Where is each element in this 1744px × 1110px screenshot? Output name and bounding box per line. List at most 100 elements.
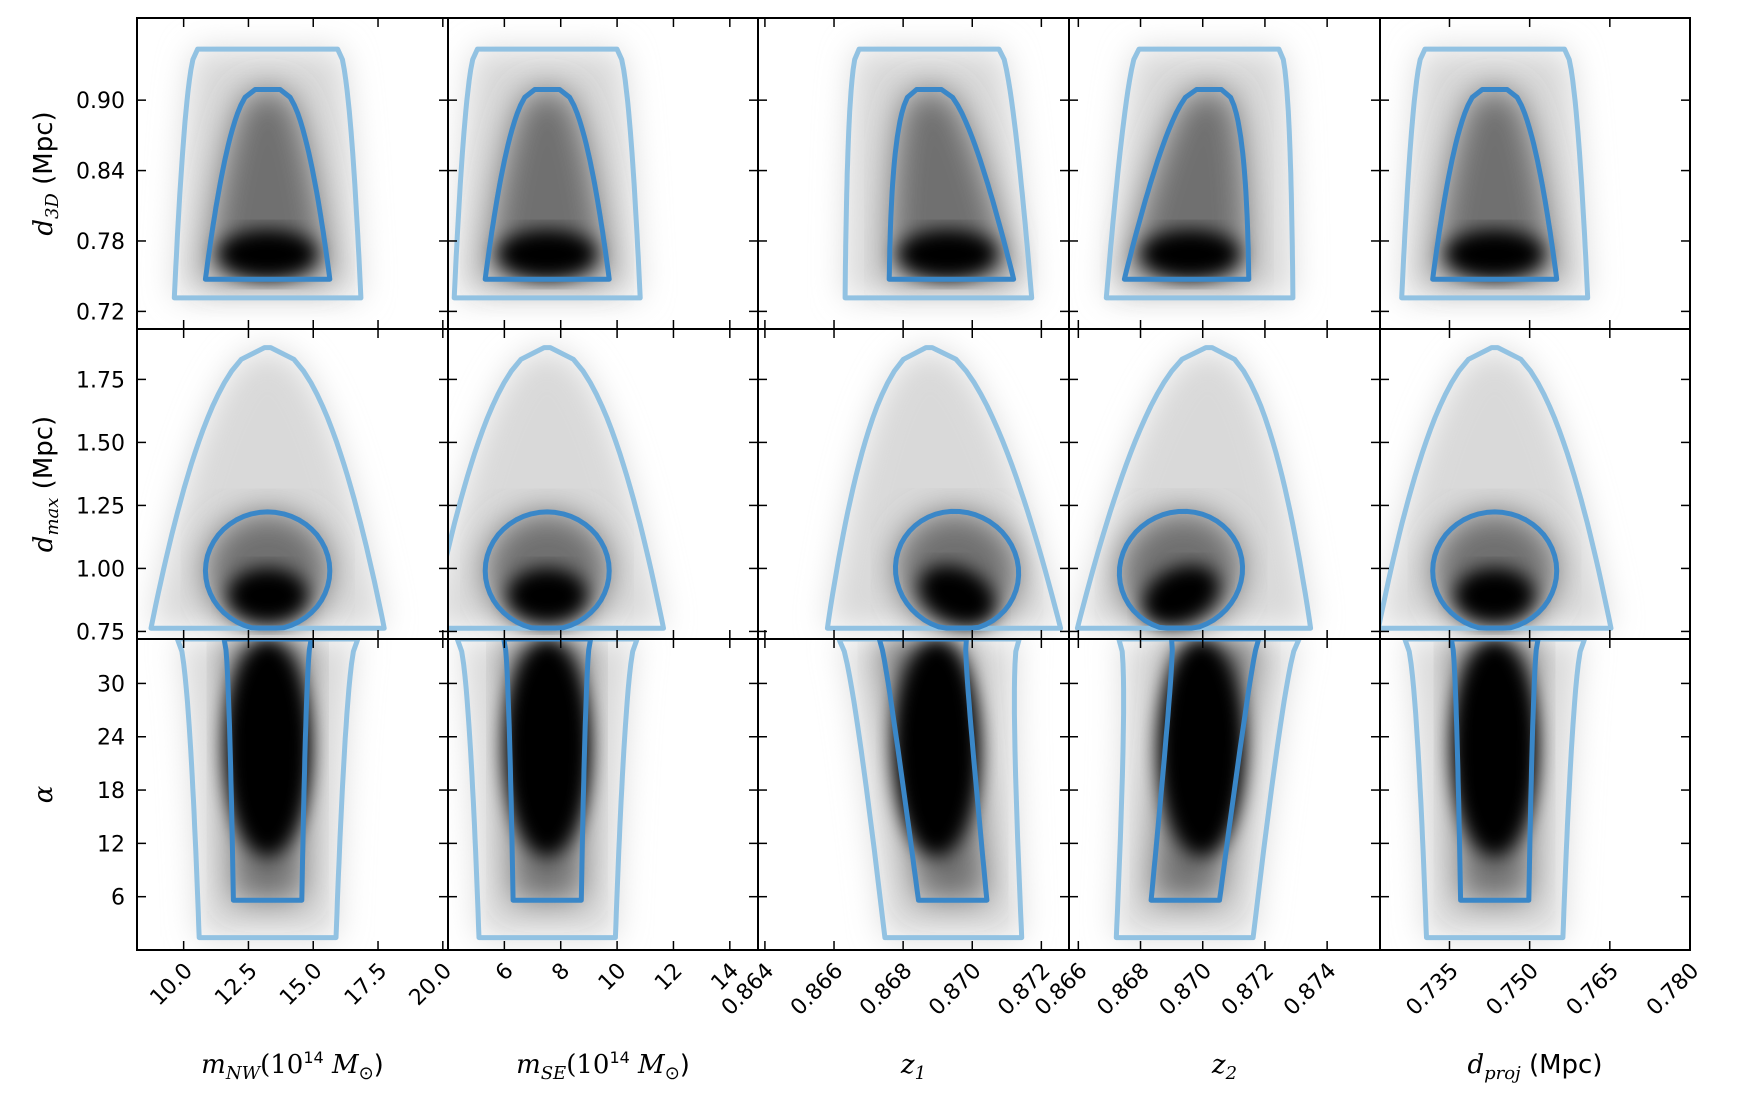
- x-tick-label: 0.870: [1155, 959, 1217, 1021]
- density-core: [227, 567, 309, 624]
- contour-68: [1121, 87, 1252, 282]
- contour-95: [824, 345, 1064, 631]
- density-core: [1142, 565, 1220, 627]
- density-body: [205, 89, 330, 280]
- panel-frame: [1379, 638, 1691, 951]
- y-axis-label-dmax: dmax (Mpc): [29, 416, 63, 552]
- density-body: [889, 89, 1014, 280]
- y-tick-label: 0.78: [76, 230, 125, 255]
- density-body: [485, 89, 610, 280]
- density-body: [1124, 89, 1249, 280]
- panel-d3d-vs-mse: [447, 17, 759, 330]
- contour-68: [1448, 639, 1541, 903]
- contour-68: [221, 639, 314, 903]
- x-tick-label: 0.872: [1217, 959, 1279, 1021]
- density-core: [217, 229, 318, 280]
- y-axis-label-alpha: α: [29, 785, 59, 803]
- contour-68: [202, 509, 333, 631]
- contour-95: [1103, 46, 1296, 301]
- x-axis-label-dproj: dproj (Mpc): [1468, 1050, 1603, 1084]
- panel-alpha-vs-dproj: [1379, 638, 1691, 951]
- panel-alpha-vs-mse: [447, 638, 759, 951]
- x-tick-label: 0.874: [1279, 959, 1341, 1021]
- x-tick-label: 8: [547, 959, 575, 987]
- y-tick-label: 18: [97, 779, 125, 804]
- x-tick-label: 0.765: [1562, 959, 1624, 1021]
- x-tick-label: 0.735: [1402, 959, 1464, 1021]
- x-tick-label: 0.870: [924, 959, 986, 1021]
- density-core: [1140, 229, 1240, 280]
- contour-95: [448, 345, 666, 631]
- contour-68: [1116, 508, 1245, 631]
- y-tick-label: 6: [111, 886, 125, 911]
- y-tick-label: 1.75: [76, 368, 125, 393]
- x-tick-label: 0.750: [1482, 959, 1544, 1021]
- y-tick-label: 0.84: [76, 160, 125, 185]
- contour-95: [1399, 46, 1591, 301]
- density-core: [893, 639, 981, 857]
- density-core: [1451, 639, 1539, 857]
- panel-dmax-vs-dproj: [1379, 328, 1691, 640]
- contour-68: [1430, 87, 1560, 282]
- panel-alpha-vs-z1: [757, 638, 1070, 951]
- x-tick-label: 0.780: [1642, 959, 1704, 1021]
- density-core: [224, 639, 312, 857]
- x-tick-label: 6: [491, 959, 519, 987]
- density-core: [503, 639, 591, 857]
- panel-dmax-vs-z2: [1068, 328, 1381, 640]
- contour-95: [148, 345, 387, 631]
- x-axis-label-mnw: mNW(1014 M⊙): [201, 1048, 384, 1084]
- density-core: [898, 229, 998, 280]
- y-tick-label: 30: [97, 672, 125, 697]
- density-core: [1157, 639, 1245, 857]
- contour-68: [876, 639, 990, 903]
- y-tick-label: 1.00: [76, 557, 125, 582]
- panel-dmax-vs-mnw: [136, 328, 449, 640]
- density-core: [497, 229, 597, 280]
- density-core: [1454, 567, 1535, 624]
- x-axis-label-mse: mSE(1014 M⊙): [516, 1048, 690, 1084]
- contour-68: [886, 87, 1017, 282]
- x-axis-label-z1: z1: [900, 1050, 926, 1084]
- contour-95: [451, 46, 643, 301]
- panel-alpha-vs-mnw: [136, 638, 449, 951]
- y-axis-label-d3d: d3D (Mpc): [29, 111, 63, 235]
- density-core: [506, 567, 588, 624]
- contour-95: [174, 639, 361, 941]
- x-tick-label: 15.0: [275, 959, 327, 1011]
- density-core: [918, 565, 996, 627]
- contour-68: [501, 639, 594, 903]
- density-body: [1432, 89, 1557, 280]
- y-tick-label: 1.25: [76, 494, 125, 519]
- panel-dmax-vs-z1: [757, 328, 1070, 640]
- x-tick-label: 10: [594, 959, 631, 996]
- y-tick-label: 1.50: [76, 431, 125, 456]
- x-tick-label: 0.866: [786, 959, 848, 1021]
- contour-68: [893, 508, 1022, 631]
- contour-95: [454, 639, 640, 941]
- contour-68: [202, 87, 333, 282]
- y-tick-label: 24: [97, 726, 125, 751]
- density-core: [1445, 229, 1545, 280]
- panel-alpha-vs-z2: [1068, 638, 1381, 951]
- panel-dmax-vs-mse: [447, 328, 759, 640]
- contour-68: [1148, 639, 1262, 903]
- contour-95: [836, 639, 1025, 941]
- contour-95: [1380, 345, 1614, 631]
- contour-95: [842, 46, 1035, 301]
- panel-d3d-vs-dproj: [1379, 17, 1691, 330]
- x-tick-label: 17.5: [340, 959, 392, 1011]
- contour-95: [1113, 639, 1302, 941]
- panel-d3d-vs-mnw: [136, 17, 449, 330]
- contour-68: [1430, 509, 1560, 631]
- contour-95: [1074, 345, 1314, 631]
- panel-d3d-vs-z1: [757, 17, 1070, 330]
- x-tick-label: 10.0: [146, 959, 198, 1011]
- y-tick-label: 0.72: [76, 300, 125, 325]
- x-tick-label: 12.5: [210, 959, 262, 1011]
- x-tick-label: 0.868: [1093, 959, 1155, 1021]
- y-tick-label: 12: [97, 832, 125, 857]
- x-axis-label-z2: z2: [1211, 1050, 1237, 1084]
